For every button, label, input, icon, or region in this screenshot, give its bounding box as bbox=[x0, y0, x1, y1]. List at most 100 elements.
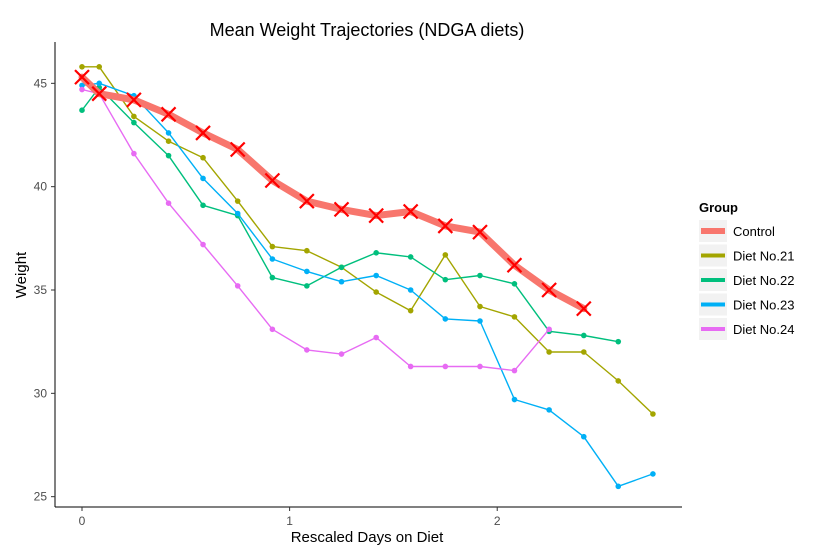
data-point-control bbox=[195, 125, 211, 141]
data-point-diet-no-22 bbox=[304, 283, 310, 289]
legend-label: Diet No.23 bbox=[733, 298, 794, 313]
legend-item-diet-no-22: Diet No.22 bbox=[699, 269, 794, 291]
data-point-control bbox=[576, 300, 592, 317]
data-point-diet-no-23 bbox=[200, 175, 206, 182]
data-point-diet-no-24 bbox=[269, 326, 276, 333]
chart-title: Mean Weight Trajectories (NDGA diets) bbox=[210, 20, 525, 40]
data-point-control bbox=[91, 85, 107, 102]
x-tick-label: 0 bbox=[79, 514, 86, 528]
data-point-diet-no-22 bbox=[131, 119, 137, 126]
data-point-diet-no-22 bbox=[442, 276, 449, 283]
data-point-diet-no-21 bbox=[580, 349, 587, 355]
data-point-diet-no-21 bbox=[131, 113, 137, 120]
data-point-diet-no-21 bbox=[373, 289, 379, 295]
data-point-diet-no-23 bbox=[477, 318, 483, 324]
data-point-control bbox=[472, 224, 488, 240]
data-point-control bbox=[368, 207, 384, 224]
data-point-diet-no-23 bbox=[442, 316, 449, 322]
data-point-diet-no-23 bbox=[407, 287, 414, 293]
series-diet-no-23 bbox=[79, 80, 656, 490]
data-point-diet-no-21 bbox=[442, 252, 449, 258]
data-point-diet-no-23 bbox=[304, 268, 310, 275]
data-point-control bbox=[264, 172, 281, 189]
plot-panel: 25 30 35 40 45 0 1 2 bbox=[34, 42, 682, 528]
y-tick-label: 30 bbox=[34, 386, 48, 400]
x-axis-title: Rescaled Days on Diet bbox=[291, 529, 444, 546]
data-point-diet-no-21 bbox=[200, 154, 206, 161]
data-point-diet-no-22 bbox=[165, 152, 172, 159]
data-point-diet-no-24 bbox=[79, 86, 85, 93]
data-point-diet-no-24 bbox=[200, 241, 206, 248]
data-point-diet-no-22 bbox=[269, 274, 276, 281]
legend-item-diet-no-23: Diet No.23 bbox=[699, 293, 794, 316]
data-point-diet-no-24 bbox=[373, 334, 379, 341]
data-point-control bbox=[333, 201, 350, 218]
data-point-control bbox=[299, 193, 315, 209]
legend-item-control: Control bbox=[699, 220, 775, 242]
y-tick-label: 35 bbox=[34, 283, 48, 297]
data-point-diet-no-21 bbox=[477, 303, 483, 310]
legend-label: Control bbox=[733, 224, 775, 239]
legend-label: Diet No.21 bbox=[733, 249, 794, 264]
series-layer bbox=[74, 64, 656, 490]
data-point-control bbox=[541, 282, 557, 298]
data-point-control bbox=[160, 106, 177, 123]
data-point-diet-no-23 bbox=[338, 278, 345, 285]
x-axis-ticks: 0 1 2 bbox=[79, 507, 501, 528]
x-tick-label: 1 bbox=[286, 514, 293, 528]
data-point-diet-no-23 bbox=[234, 210, 241, 217]
data-point-diet-no-22 bbox=[511, 281, 518, 287]
data-point-diet-no-22 bbox=[338, 264, 345, 271]
series-control bbox=[74, 69, 592, 317]
data-point-control bbox=[437, 218, 454, 234]
data-point-diet-no-23 bbox=[269, 256, 276, 262]
data-point-diet-no-21 bbox=[650, 411, 656, 417]
data-point-diet-no-24 bbox=[234, 283, 241, 289]
data-point-diet-no-24 bbox=[165, 200, 172, 206]
data-point-diet-no-24 bbox=[511, 367, 518, 374]
data-point-control bbox=[506, 257, 523, 273]
y-tick-label: 45 bbox=[34, 76, 48, 90]
data-point-diet-no-24 bbox=[546, 326, 552, 333]
data-point-diet-no-24 bbox=[407, 363, 414, 370]
data-point-diet-no-22 bbox=[477, 272, 483, 279]
y-axis-ticks: 25 30 35 40 45 bbox=[34, 76, 55, 504]
data-point-diet-no-24 bbox=[131, 150, 137, 157]
data-point-diet-no-24 bbox=[477, 363, 483, 370]
legend-label: Diet No.24 bbox=[733, 322, 794, 337]
y-tick-label: 25 bbox=[34, 490, 48, 504]
data-point-diet-no-21 bbox=[511, 314, 518, 320]
y-tick-label: 40 bbox=[34, 180, 48, 194]
legend: Group Control Diet No.21 Diet No.22 Diet No… bbox=[699, 200, 794, 340]
data-point-diet-no-21 bbox=[79, 64, 85, 70]
x-tick-label: 2 bbox=[494, 514, 501, 528]
data-point-diet-no-21 bbox=[546, 349, 552, 355]
data-point-diet-no-21 bbox=[304, 247, 310, 254]
data-point-diet-no-22 bbox=[373, 250, 379, 256]
data-point-diet-no-23 bbox=[580, 433, 587, 440]
data-point-diet-no-23 bbox=[79, 82, 85, 89]
data-point-control bbox=[74, 69, 90, 85]
data-point-diet-no-23 bbox=[511, 396, 518, 403]
data-point-diet-no-23 bbox=[96, 80, 103, 87]
data-point-diet-no-24 bbox=[442, 363, 449, 370]
legend-items: Control Diet No.21 Diet No.22 Diet No.23 Die… bbox=[699, 220, 794, 340]
data-point-diet-no-23 bbox=[165, 130, 172, 136]
data-point-diet-no-21 bbox=[165, 138, 172, 144]
data-point-diet-no-21 bbox=[407, 307, 414, 314]
series-line-diet-no-23 bbox=[81, 82, 654, 487]
data-point-diet-no-23 bbox=[373, 272, 379, 279]
data-point-control bbox=[402, 203, 419, 220]
series-diet-no-21 bbox=[79, 64, 656, 417]
data-point-diet-no-23 bbox=[546, 407, 552, 413]
data-point-diet-no-23 bbox=[615, 483, 622, 490]
data-point-diet-no-24 bbox=[304, 347, 310, 353]
legend-item-diet-no-24: Diet No.24 bbox=[699, 318, 794, 340]
data-point-diet-no-22 bbox=[407, 254, 414, 260]
data-point-diet-no-22 bbox=[615, 338, 622, 345]
series-diet-no-24 bbox=[79, 86, 552, 374]
data-point-diet-no-23 bbox=[650, 471, 656, 477]
data-point-diet-no-21 bbox=[269, 243, 276, 250]
data-point-control bbox=[126, 92, 142, 108]
